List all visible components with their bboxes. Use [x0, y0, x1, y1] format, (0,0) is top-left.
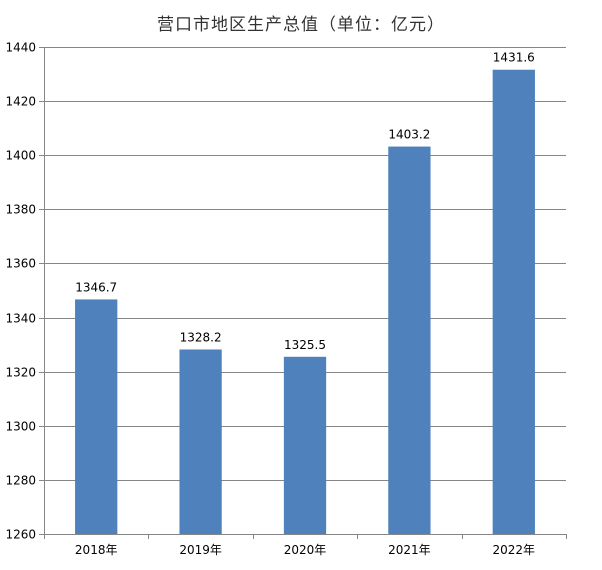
data-label: 1328.2 [180, 330, 222, 344]
y-tick-label: 1320 [5, 366, 36, 380]
data-label: 1403.2 [388, 128, 430, 142]
labels: 1260 1280 1300 1320 1340 1360 1380 1400 1420 1440… [5, 41, 535, 558]
y-tick-label: 1360 [5, 257, 36, 271]
bar [492, 69, 535, 534]
axes [39, 47, 567, 539]
y-tick-label: 1280 [5, 474, 36, 488]
y-tick-label: 1440 [5, 41, 36, 55]
data-label: 1431.6 [493, 51, 535, 65]
bar [388, 146, 431, 534]
bar [75, 299, 118, 534]
y-tick-label: 1420 [5, 95, 36, 109]
x-tick-label: 2018年 [75, 543, 118, 557]
data-label: 1325.5 [284, 338, 326, 352]
y-tick-label: 1300 [5, 420, 36, 434]
bar [283, 356, 327, 534]
y-tick-label: 1380 [5, 203, 36, 217]
y-tick-label: 1400 [5, 149, 36, 163]
x-tick-label: 2019年 [179, 543, 222, 557]
y-tick-label: 1260 [5, 528, 36, 542]
chart-title: 营口市地区生产总值（单位：亿元） [157, 15, 445, 35]
x-tick-label: 2021年 [388, 543, 431, 557]
data-label: 1346.7 [75, 280, 117, 294]
bars [75, 69, 535, 534]
x-tick-label: 2022年 [493, 543, 536, 557]
x-tick-label: 2020年 [284, 543, 327, 557]
y-tick-label: 1340 [5, 312, 36, 326]
bar [179, 349, 222, 534]
